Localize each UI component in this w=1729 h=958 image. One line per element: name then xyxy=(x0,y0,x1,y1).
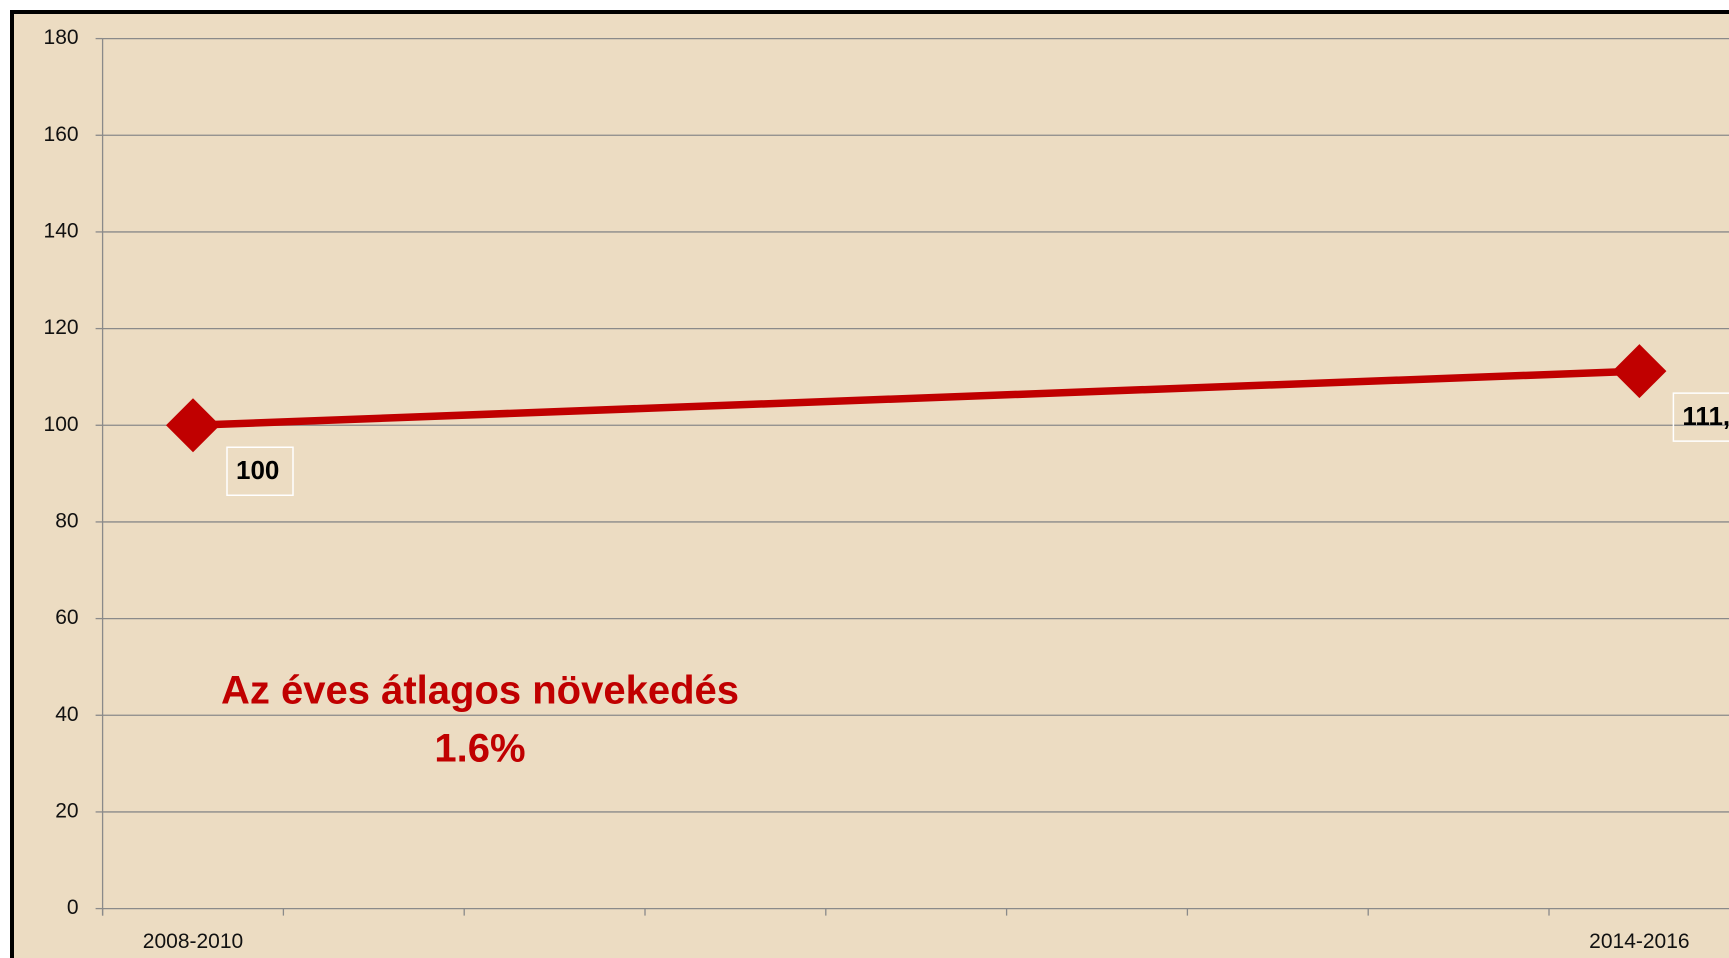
y-tick-label: 100 xyxy=(44,413,79,436)
line xyxy=(192,367,1640,430)
y-tick-label: 0 xyxy=(67,896,79,919)
plot: 0 20 40 60 80 100 120 140 160 180 2008-2010 2014-20… xyxy=(44,26,1729,953)
y-tick-label: 60 xyxy=(55,606,78,629)
marker xyxy=(166,398,220,453)
x-tick-label: 2008-2010 xyxy=(143,930,243,953)
y-tick-label: 140 xyxy=(44,219,79,242)
y-tick-label: 180 xyxy=(44,26,79,49)
y-tick-label: 40 xyxy=(55,703,78,726)
chart-area xyxy=(10,10,1729,958)
y-tick-label: 160 xyxy=(44,123,79,146)
annotation: 1.6% xyxy=(434,727,525,771)
data-label: 100 xyxy=(236,455,279,485)
y-tick-label: 120 xyxy=(44,316,79,339)
annotation: Az éves átlagos növekedés xyxy=(221,669,739,713)
data-label-box xyxy=(1672,392,1729,442)
data-label: 111,2 xyxy=(1682,401,1729,431)
y-tick-label: 20 xyxy=(55,799,78,822)
data-label-box xyxy=(226,446,294,497)
y-tick-label: 80 xyxy=(55,509,78,532)
marker xyxy=(1612,344,1667,399)
x-tick-label: 2014-2016 xyxy=(1589,930,1689,953)
